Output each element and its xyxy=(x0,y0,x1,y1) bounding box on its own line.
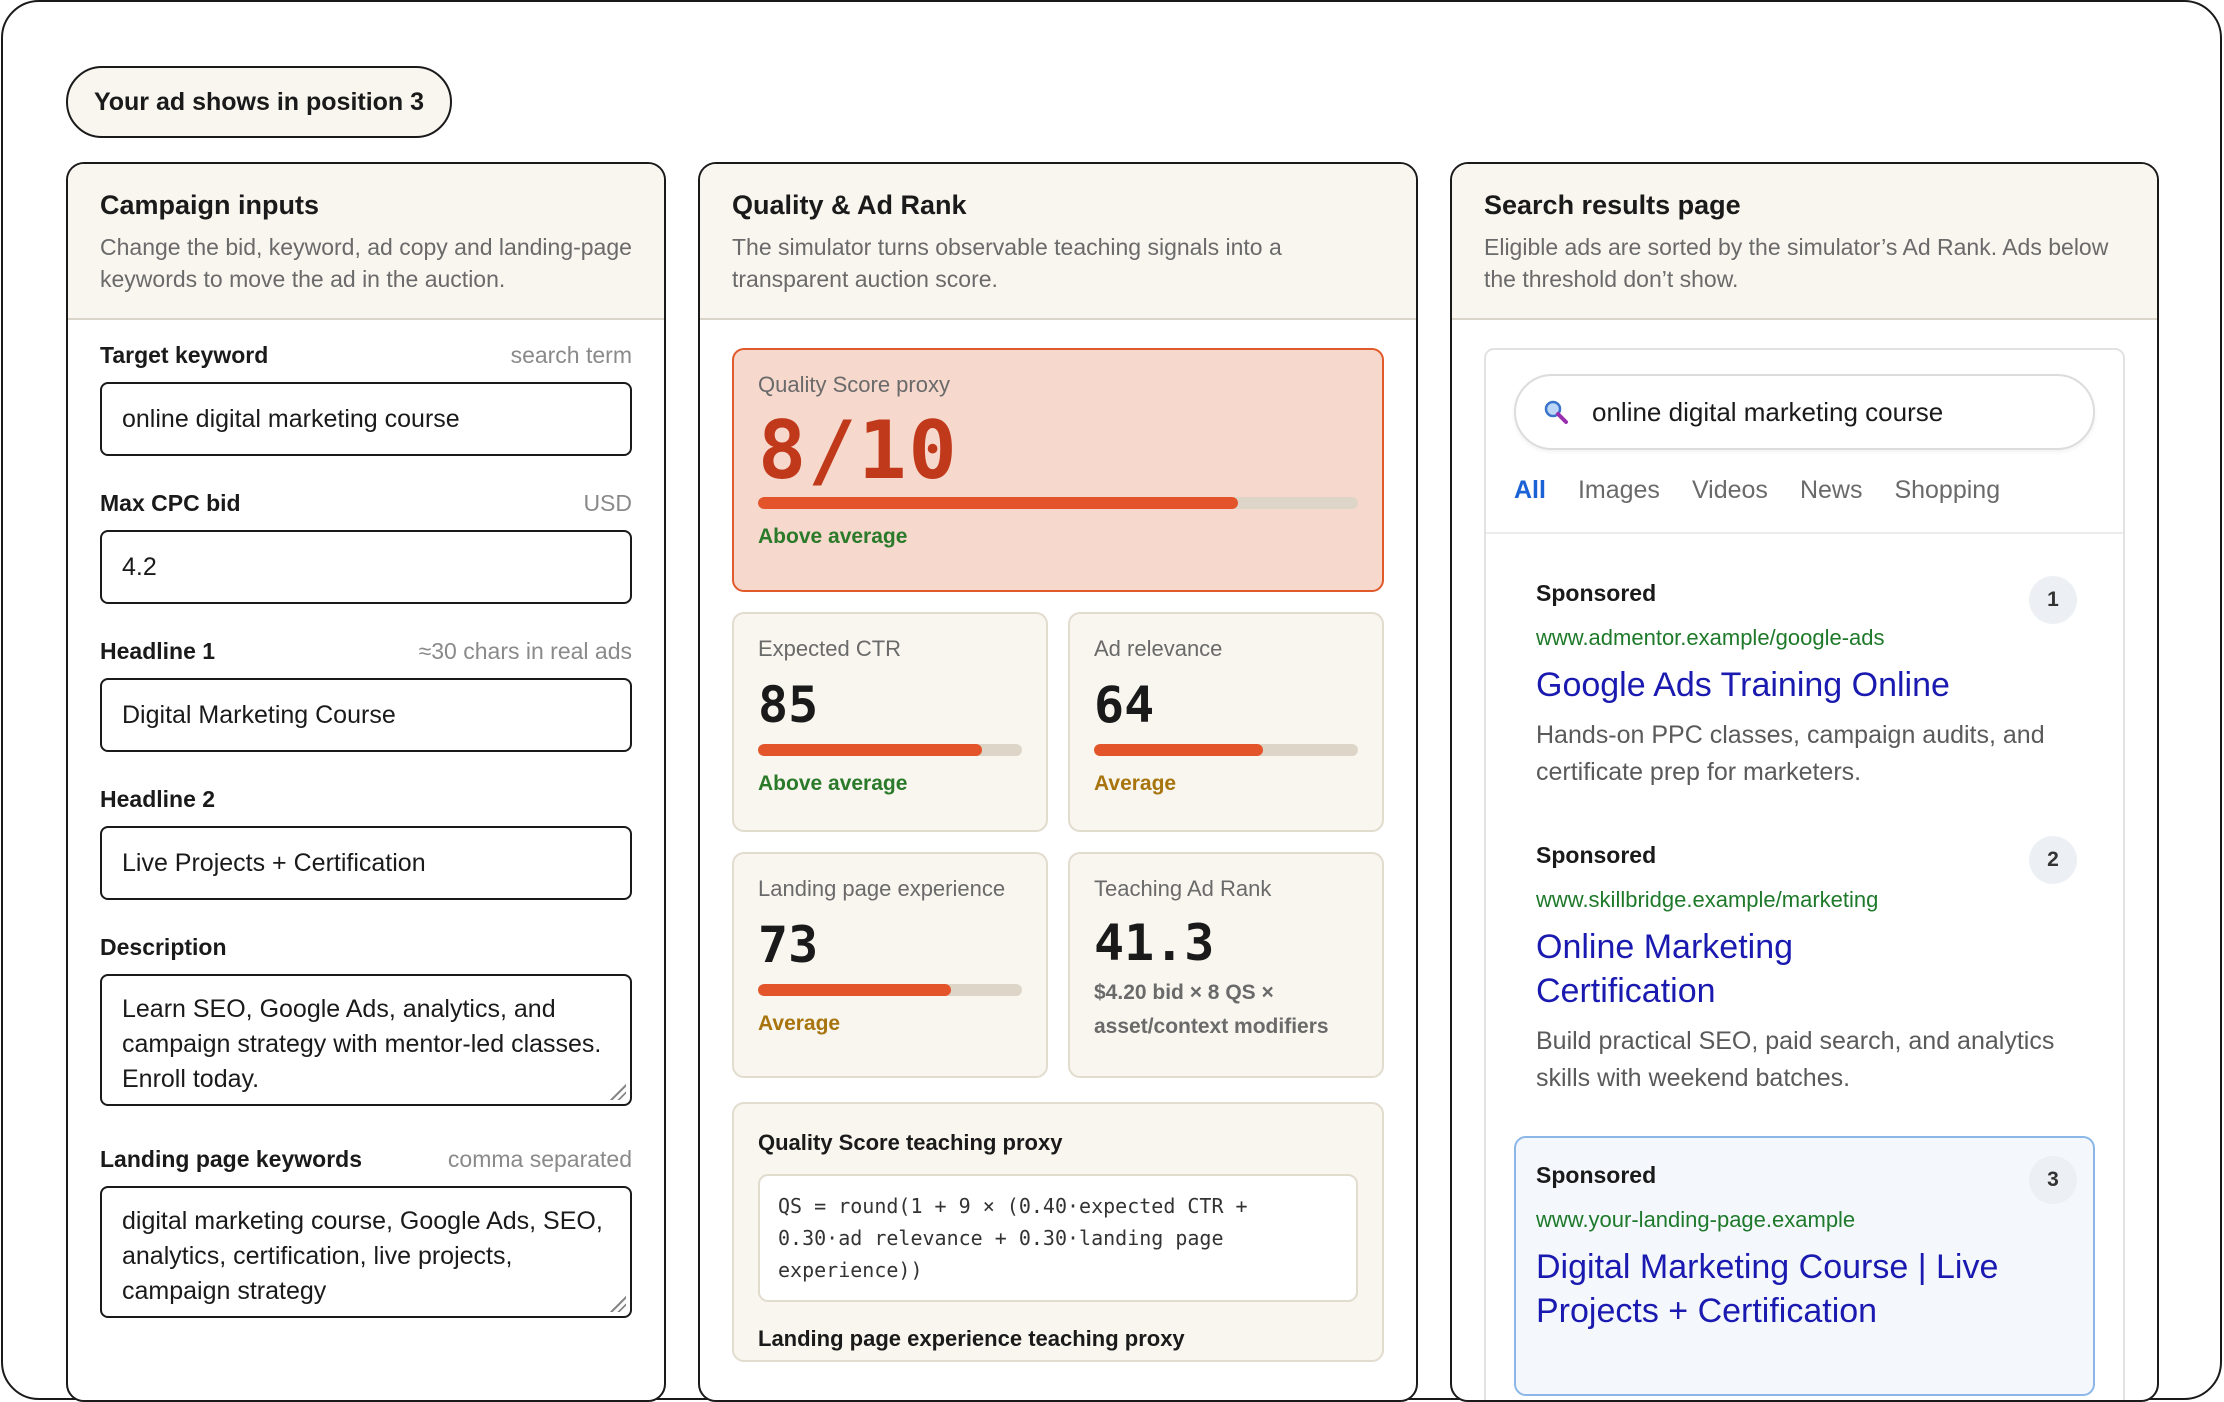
ad-result: 2 Sponsored www.skillbridge.example/mark… xyxy=(1486,816,2123,1136)
sponsored-label: Sponsored xyxy=(1536,1162,1657,1188)
bid-hint: USD xyxy=(583,490,632,516)
landing-keywords-label: Landing page keywords xyxy=(100,1146,362,1172)
headline1-input[interactable]: Digital Marketing Course xyxy=(100,678,632,752)
ad-title-link[interactable]: Google Ads Training Online xyxy=(1536,666,1950,704)
headline1-hint: ≈30 chars in real ads xyxy=(418,638,632,664)
qs-value: 8/10 xyxy=(758,404,959,497)
ad-url[interactable]: www.your-landing-page.example xyxy=(1536,1207,1856,1232)
resize-handle-icon[interactable] xyxy=(610,1084,626,1100)
headline2-label: Headline 2 xyxy=(100,786,216,812)
relevance-bar-fill xyxy=(1094,744,1263,756)
ctr-status: Above average xyxy=(758,772,908,795)
landing-status: Average xyxy=(758,1012,841,1035)
formula-title: Quality Score teaching proxy xyxy=(758,1130,1063,1155)
resize-handle-icon[interactable] xyxy=(610,1296,626,1312)
search-results-panel: Search results page Eligible ads are sor… xyxy=(1450,162,2159,1402)
landing-keywords-textarea[interactable]: digital marketing course, Google Ads, SE… xyxy=(100,1186,632,1318)
rank-badge: 2 xyxy=(2029,836,2077,884)
headline2-input[interactable]: Live Projects + Certification xyxy=(100,826,632,900)
landing-bar xyxy=(758,984,1022,996)
qs-bar-fill xyxy=(758,497,1238,509)
panel-header: Quality & Ad Rank The simulator turns ob… xyxy=(700,164,1416,320)
description-textarea[interactable]: Learn SEO, Google Ads, analytics, and ca… xyxy=(100,974,632,1106)
target-keyword-input[interactable]: online digital marketing course xyxy=(100,382,632,456)
landing-page-card: Landing page experience 73 Average xyxy=(732,852,1048,1078)
ad-description: Hands-on PPC classes, campaign audits, a… xyxy=(1536,721,2045,786)
landing-label: Landing page experience xyxy=(758,876,1006,901)
keyword-hint: search term xyxy=(510,342,632,368)
tab-shopping[interactable]: Shopping xyxy=(1894,476,2001,504)
search-input[interactable]: online digital marketing course xyxy=(1514,374,2095,450)
tab-all[interactable]: All xyxy=(1514,476,1546,504)
landing-keywords-hint: comma separated xyxy=(447,1146,632,1172)
tab-news[interactable]: News xyxy=(1799,476,1863,504)
quality-score-card: Quality Score proxy 8/10 Above average xyxy=(732,348,1384,592)
relevance-status: Average xyxy=(1094,772,1177,795)
description-text: Learn SEO, Google Ads, analytics, and ca… xyxy=(122,995,602,1093)
campaign-inputs-panel: Campaign inputs Change the bid, keyword,… xyxy=(66,162,666,1402)
panel-title: Campaign inputs xyxy=(100,190,320,220)
formula-code: QS = round(1 + 9 × (0.40·expected CTR + … xyxy=(758,1174,1358,1302)
your-ad-result: 3 Sponsored www.your-landing-page.exampl… xyxy=(1486,1136,2123,1396)
search-query: online digital marketing course xyxy=(1592,396,1944,427)
tab-images[interactable]: Images xyxy=(1577,476,1660,504)
adrank-value: 41.3 xyxy=(1094,914,1215,972)
ctr-value: 85 xyxy=(758,676,819,734)
ad-description: Build practical SEO, paid search, and an… xyxy=(1536,1027,2055,1092)
landing-value: 73 xyxy=(758,916,819,974)
landing-bar-fill xyxy=(758,984,951,996)
relevance-label: Ad relevance xyxy=(1094,636,1223,661)
adrank-note: $4.20 bid × 8 QS × asset/context modifie… xyxy=(1094,981,1329,1038)
relevance-value: 64 xyxy=(1094,676,1155,734)
serp-preview: online digital marketing course All Imag… xyxy=(1484,348,2125,1400)
landing-keywords-text: digital marketing course, Google Ads, SE… xyxy=(122,1207,603,1305)
qs-bar xyxy=(758,497,1358,509)
headline1-label: Headline 1 xyxy=(100,638,216,664)
landing-proxy-title: Landing page experience teaching proxy xyxy=(758,1326,1185,1351)
sponsored-label: Sponsored xyxy=(1536,580,1657,606)
quality-ad-rank-panel: Quality & Ad Rank The simulator turns ob… xyxy=(698,162,1418,1402)
panel-title: Quality & Ad Rank xyxy=(732,190,967,220)
ad-url[interactable]: www.skillbridge.example/marketing xyxy=(1536,887,1879,912)
serp-tabs: All Images Videos News Shopping xyxy=(1514,476,2095,505)
qs-label: Quality Score proxy xyxy=(758,372,950,397)
ad-title-link[interactable]: Online Marketing Certification xyxy=(1536,928,1794,1010)
ad-url[interactable]: www.admentor.example/google-ads xyxy=(1536,625,1885,650)
relevance-bar xyxy=(1094,744,1358,756)
ad-rank-card: Teaching Ad Rank 41.3 $4.20 bid × 8 QS ×… xyxy=(1068,852,1384,1078)
search-icon xyxy=(1544,400,1568,424)
panel-header: Campaign inputs Change the bid, keyword,… xyxy=(68,164,664,320)
ctr-bar xyxy=(758,744,1022,756)
position-badge: Your ad shows in position 3 xyxy=(66,66,452,138)
tab-videos[interactable]: Videos xyxy=(1691,476,1768,504)
qs-formula-card: Quality Score teaching proxy QS = round(… xyxy=(732,1102,1384,1362)
ad-title-link[interactable]: Digital Marketing Course | Live Projects… xyxy=(1536,1248,1999,1330)
qs-status: Above average xyxy=(758,525,908,548)
panel-title: Search results page xyxy=(1484,190,1741,220)
panel-subtitle: Eligible ads are sorted by the simulator… xyxy=(1484,234,2109,292)
ad-relevance-card: Ad relevance 64 Average xyxy=(1068,612,1384,832)
ctr-label: Expected CTR xyxy=(758,636,902,661)
expected-ctr-card: Expected CTR 85 Above average xyxy=(732,612,1048,832)
sponsored-label: Sponsored xyxy=(1536,842,1657,868)
keyword-label: Target keyword xyxy=(100,342,269,368)
ad-result: 1 Sponsored www.admentor.example/google-… xyxy=(1486,534,2123,816)
rank-badge: 1 xyxy=(2029,576,2077,624)
max-cpc-bid-input[interactable]: 4.2 xyxy=(100,530,632,604)
panel-subtitle: The simulator turns observable teaching … xyxy=(732,234,1282,292)
rank-badge: 3 xyxy=(2029,1156,2077,1204)
description-label: Description xyxy=(100,934,227,960)
adrank-label: Teaching Ad Rank xyxy=(1094,876,1272,901)
ctr-bar-fill xyxy=(758,744,983,756)
panel-subtitle: Change the bid, keyword, ad copy and lan… xyxy=(100,234,632,292)
panel-header: Search results page Eligible ads are sor… xyxy=(1452,164,2157,320)
bid-label: Max CPC bid xyxy=(100,490,241,516)
